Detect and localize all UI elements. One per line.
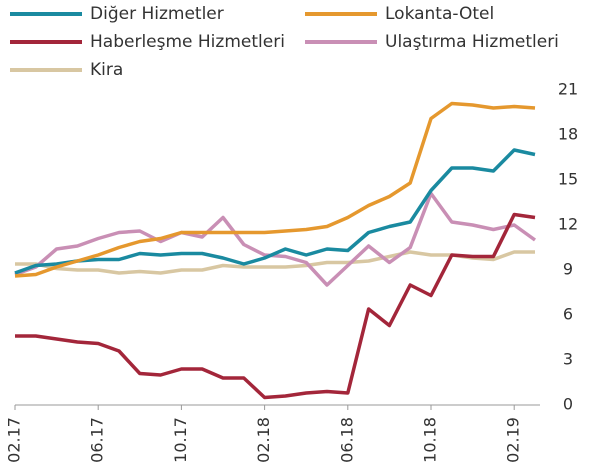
x-tick-label: 02.18 (254, 417, 273, 463)
y-tick-label: 9 (563, 260, 573, 279)
y-tick-label: 12 (558, 215, 578, 234)
x-tick-label: 10.18 (421, 417, 440, 463)
legend-label: Ulaştırma Hizmetleri (385, 32, 559, 52)
y-tick-label: 18 (558, 125, 578, 144)
legend-label: Diğer Hizmetler (90, 4, 224, 24)
legend-label: Lokanta-Otel (385, 4, 494, 24)
y-tick-label: 0 (563, 395, 573, 414)
series-line (14, 101, 536, 278)
x-tick-label: 06.17 (88, 417, 107, 463)
y-tick-label: 3 (563, 350, 573, 369)
x-tick-label: 06.18 (337, 417, 356, 463)
y-tick-label: 21 (558, 80, 578, 99)
series-line (15, 250, 535, 275)
x-tick-label: 02.19 (504, 417, 523, 463)
y-tick-label: 6 (563, 305, 573, 324)
x-tick-label: 10.17 (171, 417, 190, 463)
series-line (14, 148, 536, 275)
series-line (15, 212, 536, 400)
y-tick-label: 15 (558, 170, 578, 189)
legend-label: Kira (90, 60, 123, 80)
legend-label: Haberleşme Hizmetleri (90, 32, 285, 52)
x-tick-label: 02.17 (5, 417, 24, 463)
series-line (14, 191, 537, 287)
